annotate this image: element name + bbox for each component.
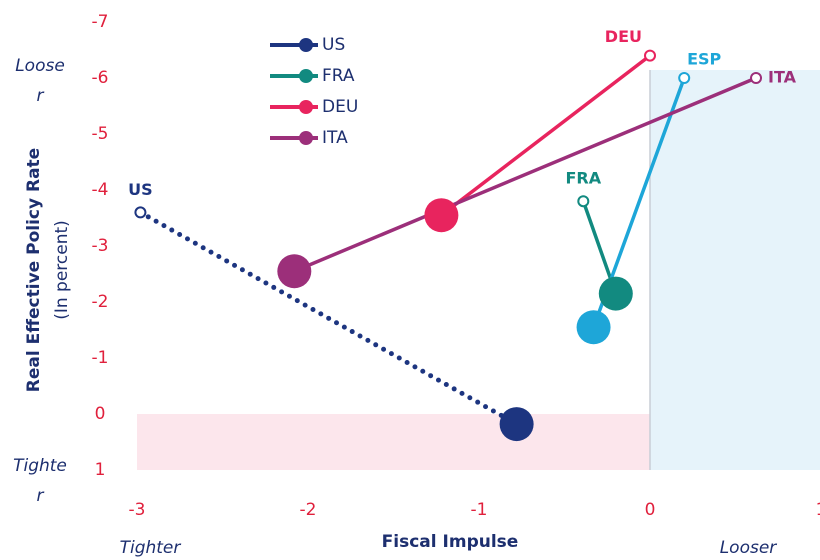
y-tick-label: -1 xyxy=(92,348,109,368)
looser-region xyxy=(650,70,820,470)
legend-label: ITA xyxy=(322,128,348,148)
tighter-region xyxy=(137,414,650,470)
x-right-label: Looser xyxy=(720,538,778,558)
y-axis-title: Real Effective Policy Rate xyxy=(24,148,44,392)
end-point xyxy=(576,310,611,345)
series-line xyxy=(137,209,520,427)
legend-label: US xyxy=(322,35,345,55)
x-tick-label: -3 xyxy=(129,500,146,520)
start-point xyxy=(644,49,656,62)
start-point xyxy=(577,195,590,208)
end-point xyxy=(277,254,312,289)
legend-marker xyxy=(299,38,313,52)
y-tick-label: -4 xyxy=(92,180,109,200)
y-top-label: r xyxy=(37,86,45,106)
end-point xyxy=(499,407,534,442)
x-axis-title: Fiscal Impulse xyxy=(382,532,519,552)
start-point xyxy=(750,72,763,84)
start-point xyxy=(134,206,147,219)
legend-marker xyxy=(299,100,313,114)
series-line xyxy=(292,76,758,273)
x-tick-label: 0 xyxy=(645,500,656,520)
point-label: ITA xyxy=(768,68,797,87)
y-tick-label: -6 xyxy=(92,68,109,88)
y-top-label: Loose xyxy=(15,56,65,76)
end-point xyxy=(598,276,633,311)
y-bottom-label: Tighte xyxy=(13,456,67,476)
legend-marker xyxy=(299,131,313,145)
x-tick-label: 1 xyxy=(816,500,820,520)
y-tick-label: -3 xyxy=(92,236,109,256)
legend-marker xyxy=(299,69,313,83)
point-label: DEU xyxy=(605,27,642,46)
y-bottom-label: r xyxy=(37,486,45,506)
y-tick-label: -2 xyxy=(92,292,109,312)
y-tick-label: -7 xyxy=(92,12,109,32)
series-line xyxy=(439,53,652,217)
point-label: US xyxy=(128,180,153,199)
x-tick-label: -1 xyxy=(471,500,488,520)
legend-label: DEU xyxy=(322,97,358,117)
start-point xyxy=(678,72,691,84)
x-left-label: Tighter xyxy=(120,538,182,558)
y-tick-label: 1 xyxy=(95,460,106,480)
point-label: ESP xyxy=(687,50,721,69)
y-tick-label: -5 xyxy=(92,124,109,144)
point-label: FRA xyxy=(565,169,601,188)
x-tick-label: -2 xyxy=(300,500,317,520)
end-point xyxy=(424,198,459,233)
y-axis-subtitle: (In percent) xyxy=(52,220,72,320)
y-tick-label: 0 xyxy=(95,404,106,424)
legend-label: FRA xyxy=(322,66,355,86)
